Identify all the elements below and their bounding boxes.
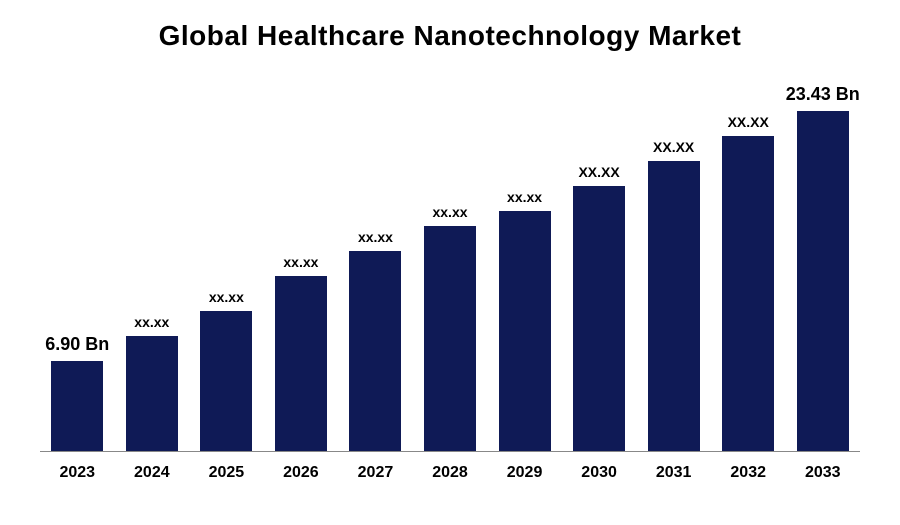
bar-value-label: XX.XX: [728, 114, 769, 130]
bar-value-label: xx.xx: [432, 204, 467, 220]
bar: [573, 186, 625, 451]
bar-group: xx.xx: [264, 72, 339, 451]
bar-value-label: XX.XX: [578, 164, 619, 180]
bar: [424, 226, 476, 451]
x-axis-label: 2027: [338, 464, 413, 482]
x-axis-label: 2030: [562, 464, 637, 482]
bar: [797, 111, 849, 451]
bar-value-label: 6.90 Bn: [45, 334, 109, 355]
bar-group: XX.XX: [636, 72, 711, 451]
bar-group: xx.xx: [413, 72, 488, 451]
bar-value-label: xx.xx: [358, 229, 393, 245]
bar-chart: Global Healthcare Nanotechnology Market …: [0, 0, 900, 525]
bar-group: 6.90 Bn: [40, 72, 115, 451]
bar: [648, 161, 700, 451]
bar-value-label: xx.xx: [134, 314, 169, 330]
x-axis-label: 2023: [40, 464, 115, 482]
bar: [200, 311, 252, 451]
x-axis-label: 2031: [636, 464, 711, 482]
bar-group: xx.xx: [115, 72, 190, 451]
plot-area: 6.90 Bn xx.xx xx.xx xx.xx xx.xx xx.xx xx.xx XX.…: [40, 72, 860, 452]
x-axis-label: 2028: [413, 464, 488, 482]
bar-value-label: XX.XX: [653, 139, 694, 155]
bar: [275, 276, 327, 451]
x-axis-label: 2029: [487, 464, 562, 482]
bar: [51, 361, 103, 451]
x-axis-label: 2033: [785, 464, 860, 482]
bars-wrap: 6.90 Bn xx.xx xx.xx xx.xx xx.xx xx.xx xx.xx XX.…: [40, 72, 860, 451]
bar-group: 23.43 Bn: [785, 72, 860, 451]
bar-group: XX.XX: [711, 72, 786, 451]
x-axis: 2023202420252026202720282029203020312032…: [40, 464, 860, 482]
x-axis-label: 2024: [115, 464, 190, 482]
bar-value-label: xx.xx: [507, 189, 542, 205]
bar-value-label: 23.43 Bn: [786, 84, 860, 105]
bar-group: XX.XX: [562, 72, 637, 451]
bar-group: xx.xx: [189, 72, 264, 451]
bar-value-label: xx.xx: [209, 289, 244, 305]
bar: [126, 336, 178, 451]
bar-group: xx.xx: [338, 72, 413, 451]
bar-group: xx.xx: [487, 72, 562, 451]
x-axis-label: 2032: [711, 464, 786, 482]
bar: [349, 251, 401, 451]
bar: [499, 211, 551, 451]
bar: [722, 136, 774, 451]
bar-value-label: xx.xx: [283, 254, 318, 270]
chart-title: Global Healthcare Nanotechnology Market: [40, 20, 860, 52]
x-axis-label: 2025: [189, 464, 264, 482]
x-axis-label: 2026: [264, 464, 339, 482]
